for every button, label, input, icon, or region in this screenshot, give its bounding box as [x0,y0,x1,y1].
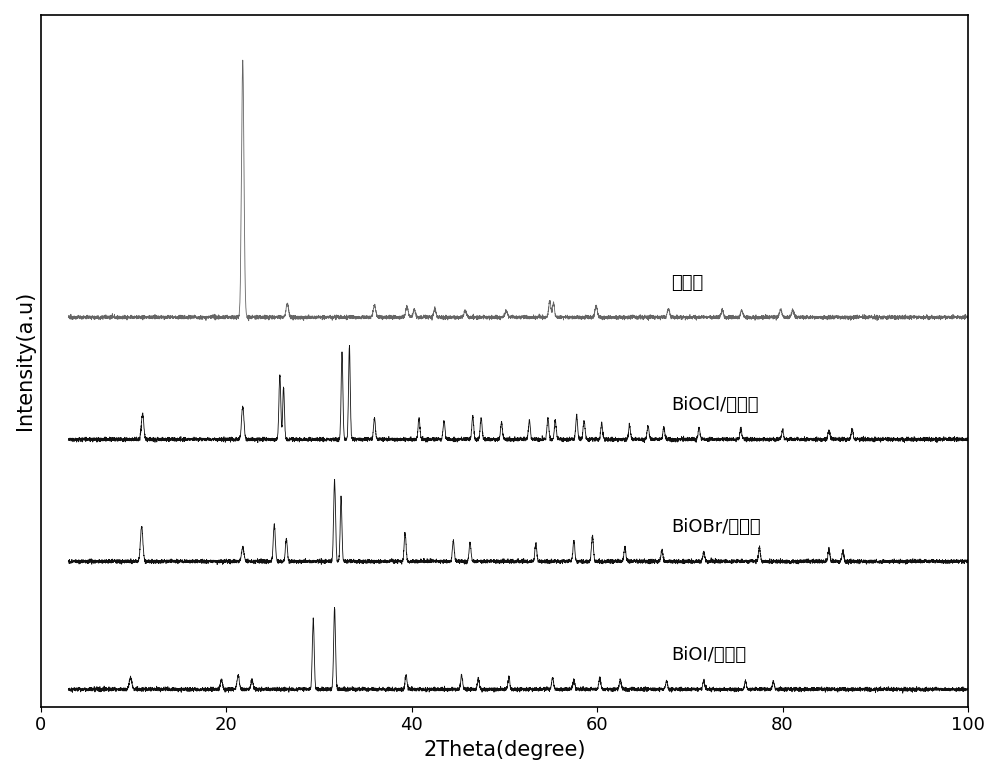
Text: BiOBr/硬藻土: BiOBr/硬藻土 [671,518,761,536]
Text: BiOCl/硬藻土: BiOCl/硬藻土 [671,396,759,414]
Text: BiOI/硬藻土: BiOI/硬藻土 [671,646,746,663]
Text: 硬藻土: 硬藻土 [671,274,704,291]
X-axis label: 2Theta(degree): 2Theta(degree) [423,740,586,760]
Y-axis label: Intensity(a.u): Intensity(a.u) [15,291,35,430]
